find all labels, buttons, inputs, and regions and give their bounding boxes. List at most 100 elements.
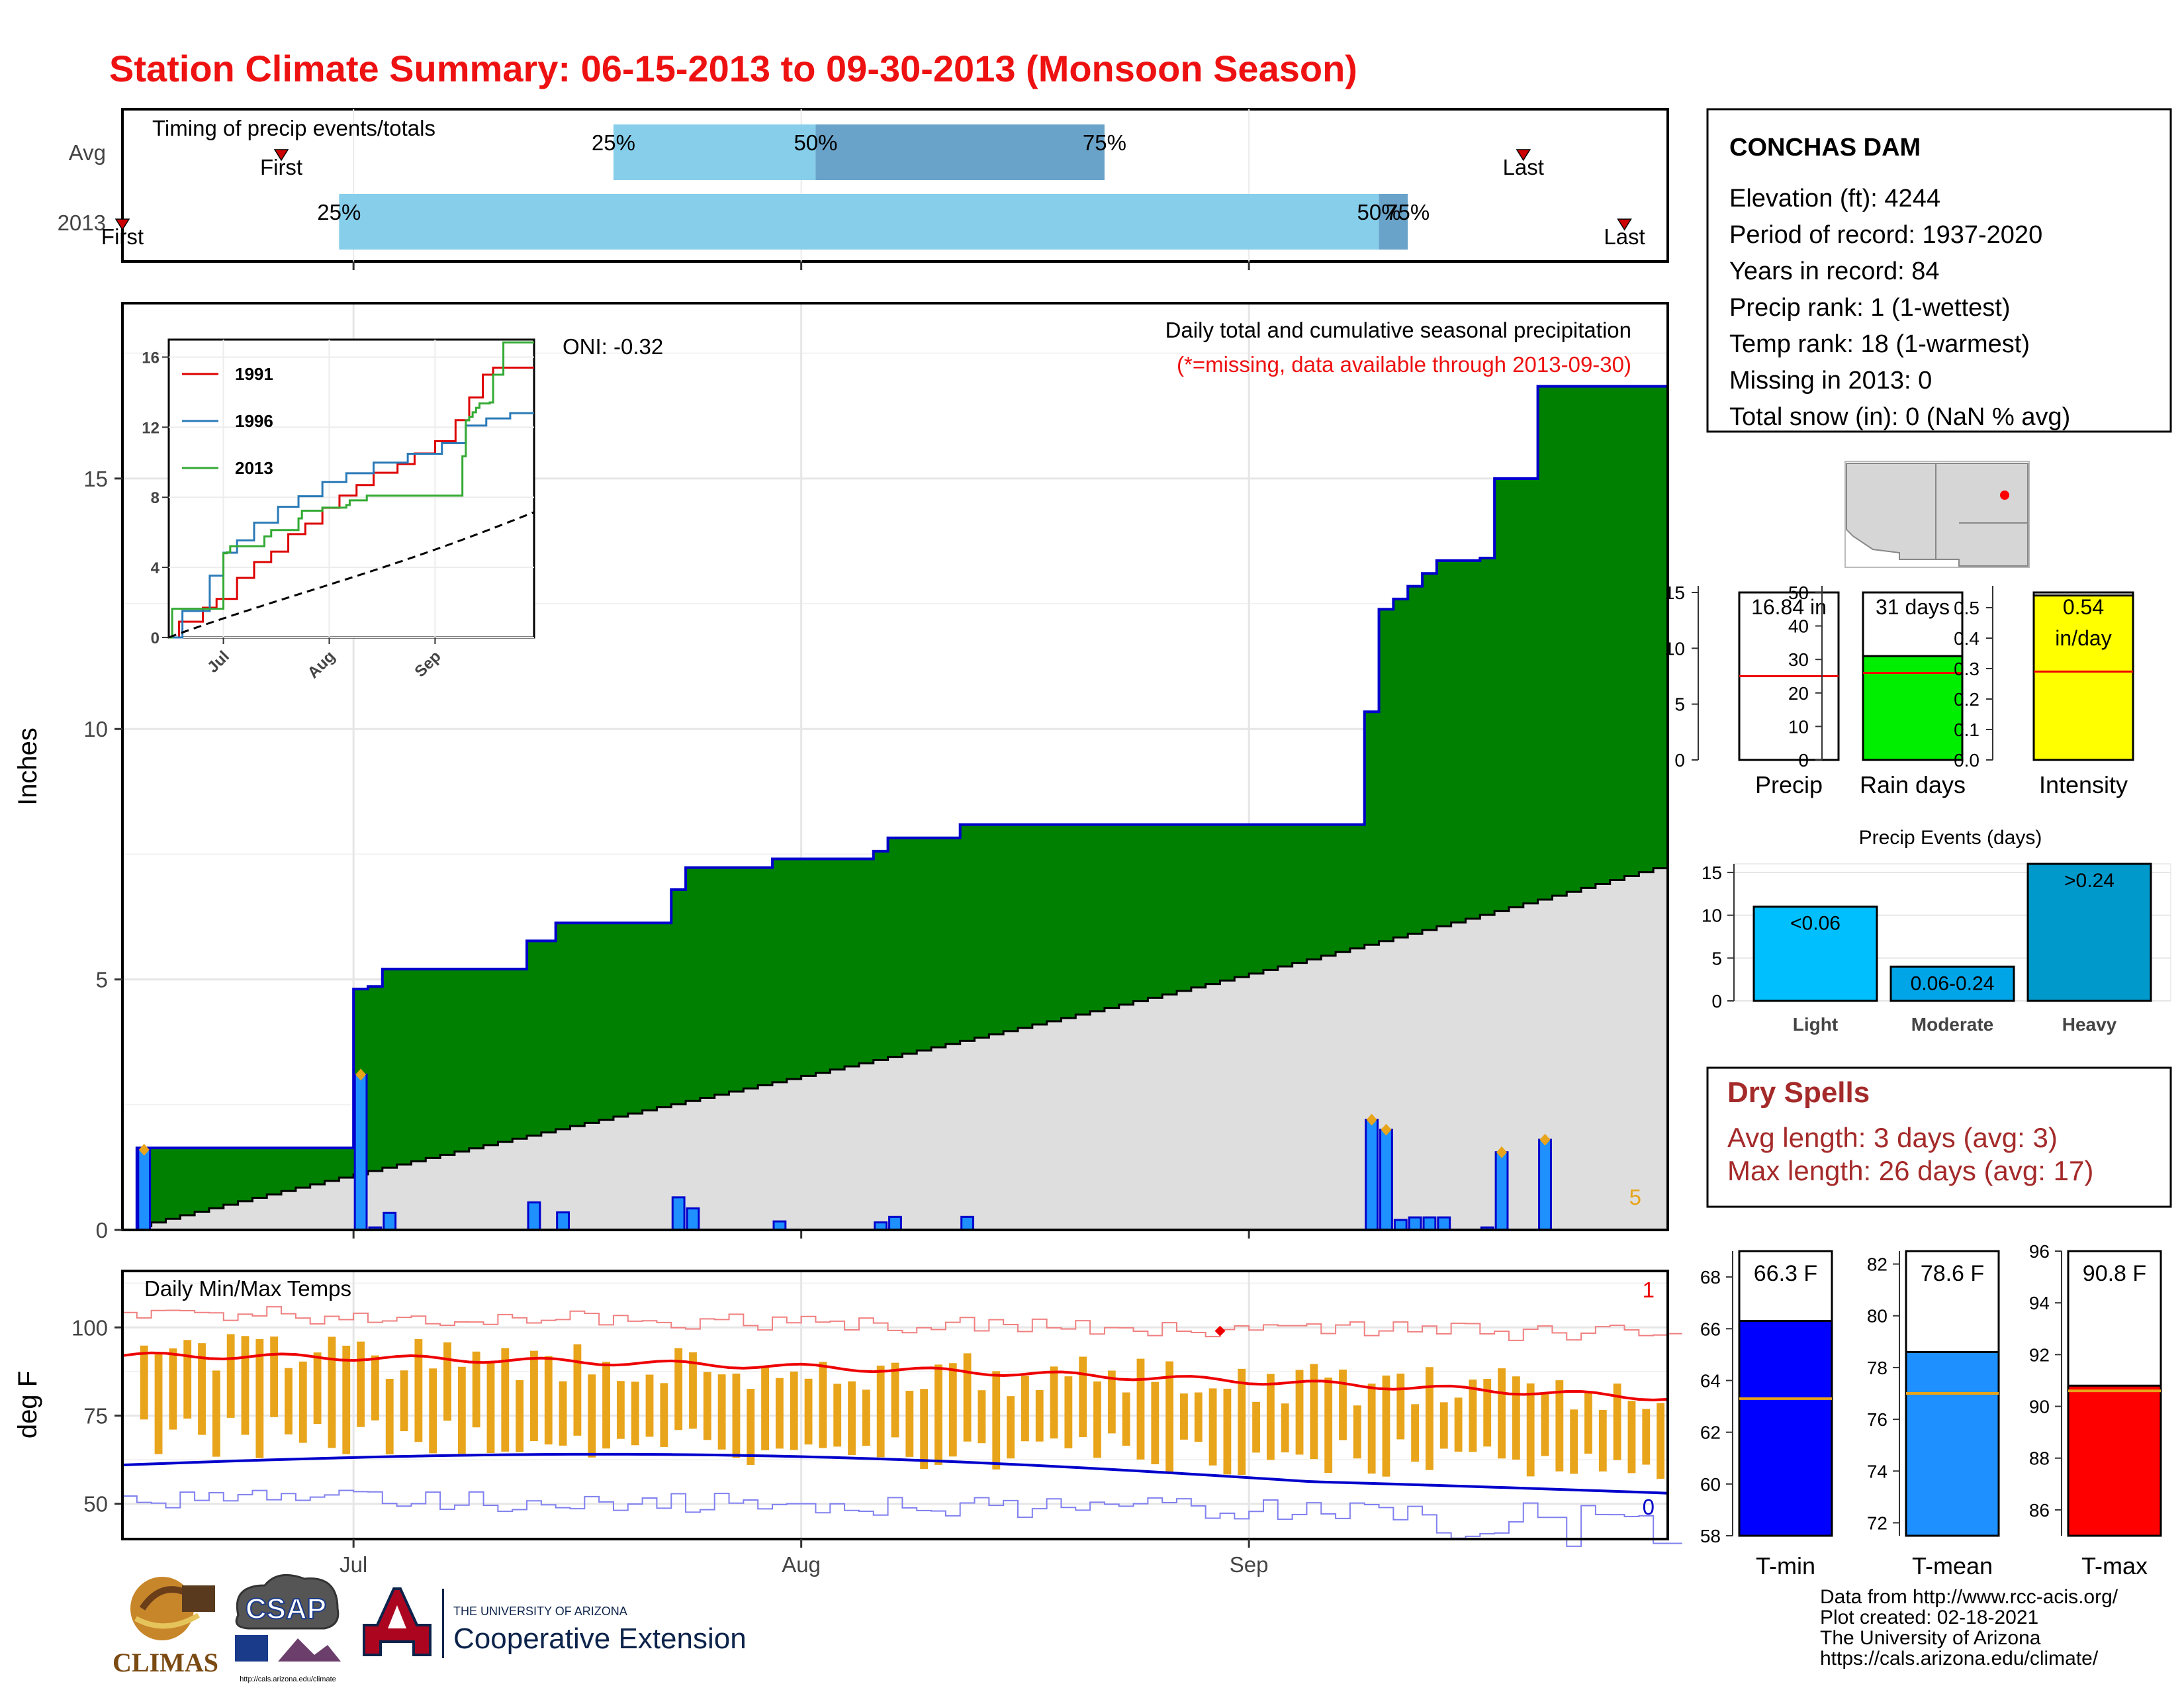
dry-spells-box: Dry Spells Avg length: 3 days (avg: 3) M… [1706, 1066, 2172, 1208]
daily-temp-range-bar [588, 1374, 596, 1458]
station-info-line: Period of record: 1937-2020 [1729, 221, 2042, 249]
timing-label-75: 75% [1386, 200, 1430, 224]
daily-temp-range-bar [891, 1362, 899, 1438]
daily-temp-range-bar [920, 1389, 929, 1470]
daily-precip-bar [671, 1196, 686, 1231]
inset-normal-line [168, 511, 535, 639]
daily-temp-range-bar [1411, 1404, 1420, 1462]
mini-value-bar [2032, 594, 2134, 761]
station-info-line: Missing in 2013: 0 [1729, 367, 1932, 395]
climas-logo-text: CLIMAS [113, 1648, 218, 1677]
mini-ytick-label: 20 [1788, 683, 1809, 704]
temp-ytick-label: 50 [83, 1492, 108, 1517]
timing-last-marker [1516, 149, 1531, 162]
daily-temp-range-bar [1050, 1366, 1058, 1439]
daily-temp-range-bar [530, 1350, 538, 1442]
daily-temp-range-bar [1122, 1392, 1130, 1446]
timing-row-label-2013: 2013 [58, 211, 106, 235]
inset-ytick-label: 0 [151, 630, 159, 647]
events-ytick-label: 10 [1702, 906, 1722, 926]
events-bar-label: 0.06-0.24 [1911, 972, 1995, 994]
temp-ytick-label: 75 [83, 1403, 108, 1428]
timing-last-marker [1617, 218, 1632, 231]
daily-temp-range-bar [948, 1363, 957, 1457]
daily-temp-range-bar [169, 1348, 177, 1430]
daily-temp-range-bar [429, 1368, 437, 1454]
temp-bar-ytick-label: 58 [1700, 1526, 1721, 1546]
daily-precip-bar [686, 1207, 700, 1231]
daily-temp-range-bar [1382, 1375, 1390, 1477]
temp-xtick-label: Aug [782, 1552, 821, 1577]
daily-temp-range-bar [559, 1381, 567, 1446]
csap-url: http://cals.arizona.edu/climate [240, 1675, 336, 1683]
state-map [1844, 461, 2030, 568]
daily-temp-range-bar [1642, 1409, 1651, 1465]
dry-spells-title: Dry Spells [1727, 1076, 1870, 1109]
temp-value-bar [2067, 1384, 2162, 1537]
precip-ytick-label: 10 [83, 717, 108, 741]
normal-tmax-line [122, 1351, 1668, 1401]
timing-bar-50-75 [815, 124, 1105, 180]
daily-temp-range-bar [371, 1355, 379, 1421]
daily-temp-range-bar [1007, 1396, 1015, 1459]
record-marker [1496, 1146, 1508, 1158]
daily-temp-range-bar [703, 1372, 711, 1440]
inset-series-2013 [169, 341, 534, 639]
daily-precip-bar [383, 1211, 397, 1231]
daily-temp-range-bar [1252, 1401, 1260, 1453]
daily-temp-range-bar [1064, 1376, 1073, 1448]
daily-temp-range-bar [992, 1371, 1001, 1470]
events-bar-label: >0.24 [2064, 870, 2115, 892]
mini-ytick-label: 0.1 [1954, 720, 1979, 740]
inset-series-1991 [169, 366, 534, 639]
events-category-label: Light [1793, 1014, 1838, 1035]
temp-bar-label: T-min [1756, 1552, 1815, 1579]
daily-temp-range-bar [833, 1383, 842, 1447]
timing-first-label: First [101, 224, 144, 249]
daily-temp-range-bar [1657, 1403, 1664, 1479]
daily-precip-bar [1408, 1216, 1422, 1231]
daily-temp-range-bar [342, 1345, 351, 1454]
timing-last-label: Last [1503, 155, 1544, 179]
station-info-line: Precip rank: 1 (1-wettest) [1729, 294, 2010, 322]
mini-ytick-label: 10 [1788, 716, 1809, 737]
temp-panel: 50 75 100 Daily Min/Max Temps deg F 1 0 Ju… [13, 1270, 1682, 1577]
temp-bar-ytick-label: 88 [2029, 1448, 2050, 1469]
daily-temp-range-bar [285, 1368, 293, 1434]
temp-bar-ytick-label: 96 [2029, 1241, 2050, 1262]
daily-temp-range-bar [573, 1344, 582, 1436]
record-marker [1539, 1133, 1551, 1146]
temp-bar-ytick-label: 80 [1867, 1306, 1888, 1327]
daily-temp-range-bar [1454, 1397, 1463, 1452]
temp-bar-ytick-label: 64 [1700, 1370, 1721, 1391]
page-title: Station Climate Summary: 06-15-2013 to 0… [109, 48, 1357, 89]
precip-events-chart: Precip Events (days) 0 5 10 15 <0.06 Light 0.0… [1702, 827, 2171, 1035]
timing-title: Timing of precip events/totals [152, 116, 435, 140]
daily-temp-range-bar [385, 1378, 394, 1455]
record-marker [355, 1068, 367, 1081]
temp-bar-value-label: 78.6 F [1921, 1261, 1984, 1286]
inset-ytick-label: 4 [151, 559, 160, 577]
daily-temp-range-bar [1079, 1356, 1087, 1438]
mini-value-bar [1862, 655, 1964, 761]
daily-temp-range-bar [443, 1342, 451, 1421]
station-info-line: Years in record: 84 [1729, 258, 1940, 285]
mini-bar-label: Precip [1755, 771, 1823, 798]
mini-ytick-label: 0.5 [1954, 598, 1979, 618]
record-high-marker [1214, 1325, 1226, 1336]
events-bar-label: <0.06 [1790, 913, 1841, 935]
footer-url: https://cals.arizona.edu/climate/ [1820, 1648, 2099, 1669]
daily-temp-range-bar [602, 1362, 610, 1449]
record-marker [138, 1143, 150, 1156]
timing-label-50: 50% [1357, 200, 1401, 224]
daily-temp-range-bar [241, 1336, 250, 1435]
daily-temp-range-bar [1281, 1403, 1289, 1453]
temp-bar-ytick-label: 76 [1867, 1409, 1888, 1430]
precip-panel: 0 5 10 15 Inches Daily total and cumulative… [13, 302, 1669, 1243]
precip-panel-subtitle: (*=missing, data available through 2013-… [1177, 352, 1631, 377]
daily-temp-range-bar [1367, 1383, 1376, 1474]
mini-ytick-label: 0.3 [1954, 659, 1979, 679]
daily-temp-range-bar [1107, 1370, 1116, 1434]
